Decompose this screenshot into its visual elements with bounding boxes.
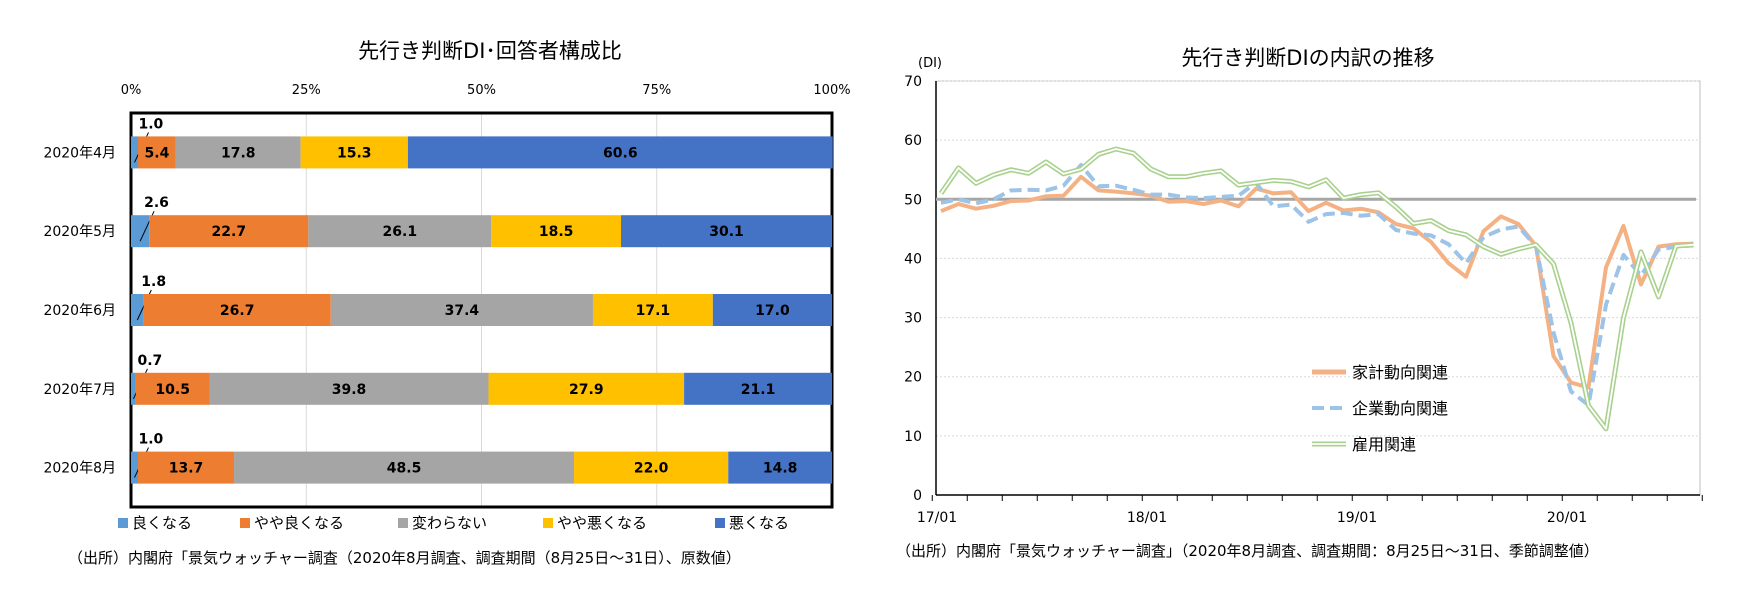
- left-legend-label: やや良くなる: [254, 514, 344, 532]
- left-legend-swatch: [398, 518, 408, 528]
- right-series-line-kigyo: [940, 163, 1694, 408]
- left-bar-segment: [592, 294, 713, 326]
- right-x-tick-label: 17/01: [917, 510, 957, 526]
- left-data-label: 13.7: [169, 461, 204, 477]
- left-data-label: 37.4: [445, 303, 480, 319]
- left-data-label: 17.1: [636, 303, 671, 319]
- left-data-label: 2.6: [144, 195, 169, 211]
- left-bar-segment: [175, 136, 301, 169]
- left-category-label: 2020年8月: [43, 461, 116, 477]
- right-series-line-koyo-inner: [940, 148, 1694, 430]
- left-x-tick-label: 25%: [292, 83, 321, 98]
- left-legend-label: 変わらない: [412, 514, 487, 532]
- left-legend-swatch: [715, 518, 725, 528]
- right-x-tick-label: 19/01: [1337, 510, 1377, 526]
- left-bar-segment: [131, 451, 139, 484]
- left-data-label: 26.7: [220, 303, 255, 319]
- left-legend-swatch: [543, 518, 553, 528]
- left-bar-segment: [407, 136, 833, 169]
- left-data-label: 5.4: [145, 145, 170, 161]
- right-legend-label: 雇用関連: [1352, 435, 1416, 454]
- left-bar-segment: [143, 294, 331, 326]
- left-chart-title: 先行き判断DI･回答者構成比: [358, 39, 622, 63]
- right-series-line-kakei: [940, 174, 1694, 390]
- left-data-label: 22.0: [634, 461, 669, 477]
- left-bar-segment: [138, 451, 235, 484]
- left-source-note: （出所）内閣府「景気ウォッチャー調査（2020年8月調査、調査期間（8月25日～…: [68, 549, 741, 567]
- left-bar-segment: [209, 372, 489, 405]
- left-bar-segment: [308, 215, 492, 248]
- left-category-label: 2020年6月: [43, 303, 116, 319]
- left-bar-segment: [684, 372, 832, 405]
- left-data-label: 0.7: [137, 353, 162, 369]
- left-category-label: 2020年7月: [43, 382, 116, 398]
- right-legend-label: 企業動向関連: [1352, 399, 1448, 418]
- left-data-label: 26.1: [383, 224, 418, 240]
- left-bar-segment: [300, 136, 408, 169]
- left-data-label: 39.8: [332, 382, 367, 398]
- left-data-label: 15.3: [337, 145, 372, 161]
- left-bar-segment: [135, 372, 210, 405]
- right-y-tick-label: 20: [904, 370, 922, 386]
- left-data-label: 1.0: [139, 116, 164, 132]
- left-x-tick-label: 75%: [642, 83, 671, 98]
- left-bar-segment: [234, 451, 575, 484]
- left-data-label: 21.1: [741, 382, 776, 398]
- right-line-chart: 0 10 20 30 40 50 60 70 17/01 18/01 19/01 20/01: [904, 74, 1703, 526]
- left-legend-label: やや悪くなる: [557, 514, 647, 532]
- right-x-tick-label: 20/01: [1547, 510, 1587, 526]
- left-data-label: 22.7: [212, 224, 247, 240]
- left-x-tick-label: 100%: [813, 83, 850, 98]
- left-data-label: 10.5: [155, 382, 190, 398]
- left-bar-segment: [728, 451, 832, 484]
- right-y-tick-label: 70: [904, 74, 922, 90]
- left-data-label: 30.1: [709, 224, 744, 240]
- left-bar-segment: [131, 215, 150, 248]
- left-data-label: 17.8: [221, 145, 256, 161]
- left-data-label: 14.8: [763, 461, 798, 477]
- left-bar-segment: [330, 294, 593, 326]
- left-bar-segment: [149, 215, 309, 248]
- left-legend-swatch: [118, 518, 128, 528]
- left-bar-segment: [131, 372, 136, 405]
- left-data-label: 27.9: [569, 382, 604, 398]
- left-bar-segment: [488, 372, 685, 405]
- right-y-tick-label: 10: [904, 429, 922, 445]
- left-data-label: 48.5: [387, 461, 422, 477]
- left-data-label: 1.0: [139, 432, 164, 448]
- right-x-tick-label: 18/01: [1127, 510, 1167, 526]
- left-data-label: 17.0: [755, 303, 790, 319]
- left-bar-segment: [138, 136, 176, 169]
- left-x-tick-label: 50%: [467, 83, 496, 98]
- left-bar-segment: [131, 136, 139, 169]
- right-chart-title: 先行き判断DIの内訳の推移: [1181, 46, 1434, 70]
- left-category-label: 2020年4月: [43, 145, 116, 161]
- right-legend-label: 家計動向関連: [1352, 363, 1448, 382]
- right-y-unit: (DI): [918, 56, 942, 71]
- left-bar-segment: [712, 294, 832, 326]
- right-y-tick-label: 30: [904, 311, 922, 327]
- left-legend-label: 悪くなる: [729, 514, 789, 532]
- right-y-tick-label: 40: [904, 251, 922, 267]
- right-y-tick-label: 50: [904, 192, 922, 208]
- left-bar-chart: 0% 25% 50% 75% 100% 2020年4月 1.0 5.4 17.8 15.3 60.6…: [43, 83, 851, 509]
- left-bar-segment: [491, 215, 621, 248]
- left-legend-swatch: [240, 518, 250, 528]
- right-plot-frame: [935, 80, 1701, 496]
- left-bar-segment: [574, 451, 729, 484]
- left-bar-segment: [620, 215, 832, 248]
- left-data-label: 1.8: [141, 274, 166, 290]
- left-x-tick-label: 0%: [121, 83, 142, 98]
- right-y-tick-label: 0: [913, 488, 922, 504]
- left-data-label: 18.5: [539, 224, 574, 240]
- left-bar-segment: [131, 294, 144, 326]
- right-source-note: （出所）内閣府「景気ウォッチャー調査」（2020年8月調査、調査期間：8月25日…: [896, 542, 1599, 560]
- left-data-label: 60.6: [603, 145, 638, 161]
- left-category-label: 2020年5月: [43, 224, 116, 240]
- left-legend: 良くなる やや良くなる 変わらない やや悪くなる 悪くなる: [118, 514, 789, 532]
- right-y-tick-label: 60: [904, 133, 922, 149]
- left-legend-label: 良くなる: [132, 514, 192, 532]
